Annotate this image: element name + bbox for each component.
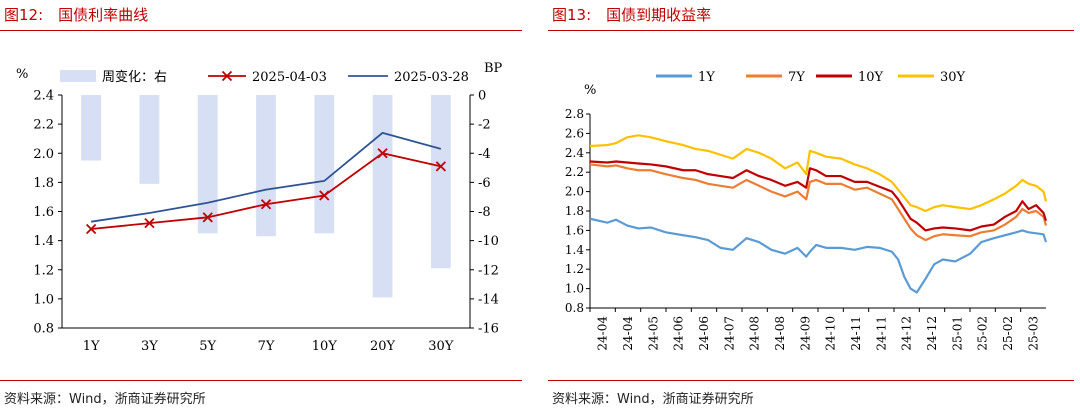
y2-tick-label: -4 [478, 147, 491, 162]
data-point-marker [202, 212, 213, 223]
x-tick-label: 24-09 [798, 316, 812, 351]
series-line-2025-03-28 [91, 131, 442, 223]
y-tick-label: 2.4 [33, 89, 54, 104]
x-tick-label: 24-12 [900, 316, 914, 351]
y-axis-label: % [584, 83, 596, 98]
bar-weekly-change [197, 95, 218, 234]
yield-curve-chart: 0.8 1.0 1.2 1.4 1.6 1.8 2.0 2.2 2.4 0 -2 -4 -6 -8 -10 -… [16, 61, 503, 354]
treasury-yield-chart: 0.8 1.0 1.2 1.4 1.6 1.8 2.0 2.2 2.4 2.6 2.8% 24-04 2… [565, 70, 1048, 351]
y2-tick-label: -14 [478, 292, 499, 307]
top-rule [0, 30, 522, 31]
bar-weekly-change [81, 95, 102, 161]
legend-label: 10Y [858, 70, 884, 85]
bar-weekly-change [314, 95, 335, 234]
legend-marker [221, 70, 233, 82]
figure-13-title: 图13: 国债到期收益率 [552, 6, 712, 24]
x-tick-label: 20Y [370, 339, 396, 354]
x-tick-label: 24-08 [748, 316, 762, 351]
y-tick-label: 2.2 [33, 118, 54, 133]
y2-tick-label: -16 [478, 322, 499, 337]
x-tick-label: 7Y [258, 339, 275, 354]
y2-tick-label: -6 [478, 176, 491, 191]
legend-swatch-bars [60, 70, 96, 82]
series-line-10Y [589, 160, 1048, 232]
y-tick-label: 1.0 [565, 282, 584, 296]
x-tick-label: 5Y [199, 339, 216, 354]
y-tick-label: 2.0 [33, 147, 54, 162]
data-point-marker [377, 148, 388, 159]
y-tick-label: 1.2 [565, 262, 584, 276]
x-tick-label: 24-06 [697, 316, 711, 351]
y2-tick-label: -8 [478, 205, 491, 220]
figure-12-title: 图12: 国债利率曲线 [4, 6, 149, 24]
figure-12-source: 资料来源：Wind，浙商证券研究所 [4, 392, 206, 407]
y-tick-label: 2.4 [565, 146, 584, 160]
data-point-marker [260, 199, 272, 210]
y2-tick-label: 0 [478, 89, 486, 104]
legend-label: 30Y [940, 70, 966, 85]
top-rule [548, 30, 1074, 31]
legend-label: 2025-03-28 [394, 70, 469, 85]
y-tick-label: 0.8 [33, 322, 54, 337]
series-line-7Y [589, 163, 1048, 242]
y-tick-label: 1.4 [565, 243, 584, 257]
series-line-30Y [589, 134, 1048, 213]
bar-weekly-change [139, 95, 160, 184]
x-tick-label: 30Y [428, 339, 454, 354]
x-tick-label: 3Y [141, 339, 158, 354]
x-tick-label: 25-02 [976, 316, 990, 351]
bottom-rule [0, 380, 522, 381]
y-tick-label: 1.4 [33, 234, 54, 249]
x-tick-label: 24-07 [722, 316, 736, 351]
x-tick-label: 24-11 [874, 316, 888, 351]
y-tick-label: 2.8 [565, 107, 584, 121]
x-tick-label: 25-02 [1001, 316, 1015, 351]
legend-label: 周变化：右 [102, 69, 167, 85]
bottom-rule [548, 380, 1074, 381]
x-tick-label: 24-05 [646, 316, 660, 351]
y-tick-label: 2.2 [565, 165, 584, 179]
x-tick-label: 25-01 [950, 316, 964, 351]
y2-tick-label: -10 [478, 234, 499, 249]
series-line-1Y [589, 217, 1048, 294]
bar-weekly-change [430, 95, 451, 269]
y-tick-label: 1.8 [565, 204, 584, 218]
y-tick-label: 1.6 [33, 205, 54, 220]
legend-label: 1Y [698, 70, 715, 85]
x-tick-label: 24-11 [849, 316, 863, 351]
y-tick-label: 1.0 [33, 292, 54, 307]
x-tick-label: 24-04 [621, 316, 635, 351]
data-point-marker [144, 218, 155, 229]
y-tick-label: 2.0 [565, 185, 584, 199]
data-point-marker [86, 223, 97, 235]
x-tick-label: 24-12 [925, 316, 939, 351]
x-tick-label: 10Y [312, 339, 338, 354]
legend-label: 2025-04-03 [252, 70, 327, 85]
y-tick-label: 1.8 [33, 176, 54, 191]
x-tick-label: 24-06 [672, 316, 686, 351]
figure-13: 图13: 国债到期收益率 0.8 1.0 1.2 1.4 1.6 1.8 2.0 2.2 2.4… [548, 0, 1080, 410]
y2-axis-label: BP [484, 61, 503, 76]
y-axis-label: % [16, 67, 28, 82]
x-tick-label: 25-03 [1026, 316, 1040, 351]
x-tick-label: 24-08 [773, 316, 787, 351]
legend-label: 7Y [788, 70, 805, 85]
y2-tick-label: -2 [478, 118, 491, 133]
x-tick-label: 1Y [83, 339, 100, 354]
figure-12: 图12: 国债利率曲线 0.8 1.0 1.2 1.4 1.6 1.8 2.0 2.2 2.4 0… [0, 0, 530, 410]
y-tick-label: 2.6 [565, 126, 584, 140]
x-tick-label: 24-04 [596, 316, 610, 351]
y-tick-label: 0.8 [565, 301, 584, 315]
data-point-marker [319, 190, 330, 201]
figure-13-source: 资料来源：Wind，浙商证券研究所 [552, 392, 754, 407]
data-point-marker [435, 161, 446, 172]
bar-weekly-change [372, 95, 393, 298]
x-tick-label: 24-10 [824, 316, 838, 351]
y-tick-label: 1.6 [565, 223, 584, 237]
y-tick-label: 1.2 [33, 263, 54, 278]
y2-tick-label: -12 [478, 263, 499, 278]
bar-weekly-change [256, 95, 276, 237]
